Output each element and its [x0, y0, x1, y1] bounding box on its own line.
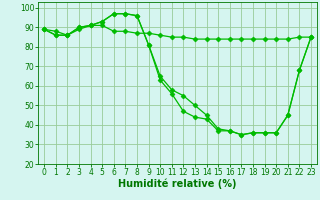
X-axis label: Humidité relative (%): Humidité relative (%) — [118, 179, 237, 189]
